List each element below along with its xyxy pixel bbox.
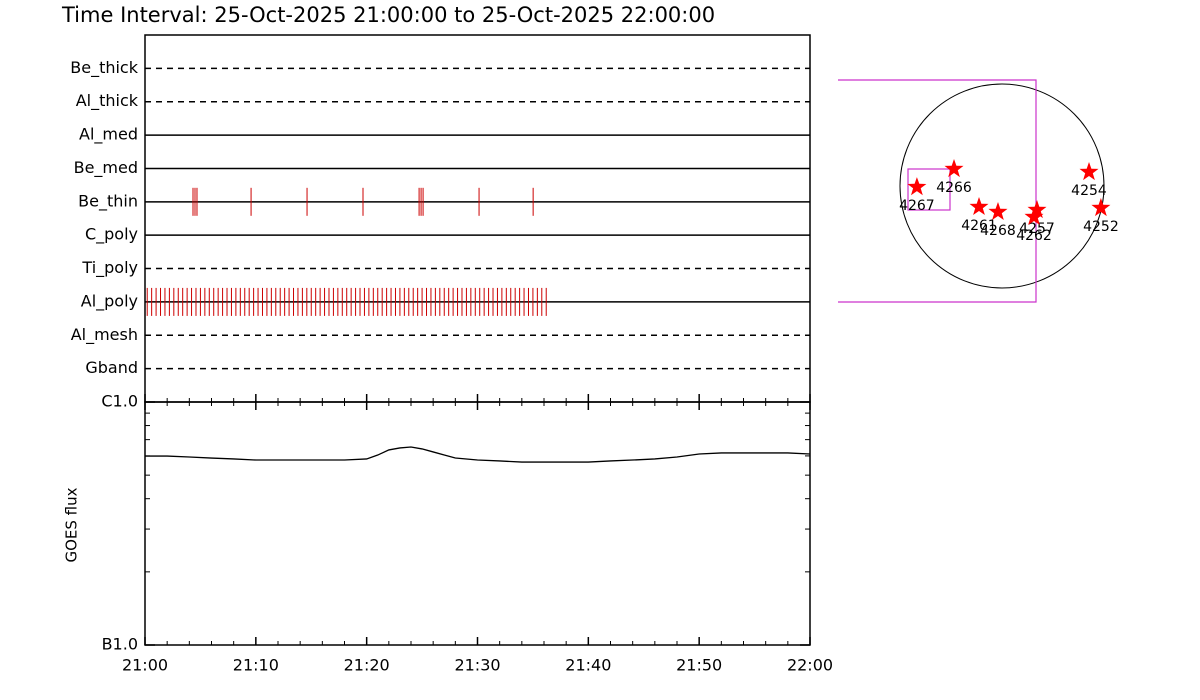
region-label: 4266 [936,180,972,196]
region-label: 4262 [1016,228,1052,244]
row-label: Gband [85,358,138,377]
row-label: Al_med [79,125,138,145]
region-star [944,159,964,178]
y-tick-label: B1.0 [102,635,138,654]
timeline-frame [144,34,811,403]
region-label: 4252 [1083,219,1119,235]
goes-frame [144,401,811,646]
x-tick-label: 21:10 [233,656,279,675]
region-star [1024,207,1044,225]
x-tick-label: 21:40 [565,656,611,675]
row-label: Be_med [74,158,138,178]
region-label: 4261 [961,218,997,234]
x-tick-label: 22:00 [787,656,833,675]
goes-curve [145,446,811,463]
region-label: 4268 [980,223,1016,239]
region-label: 4254 [1071,183,1107,199]
x-tick-label: 21:50 [676,656,722,675]
region-star [969,197,989,215]
region-star [1079,162,1099,181]
x-tick-label: 21:30 [454,656,500,675]
row-label: Al_mesh [71,325,138,345]
fov-small-box [907,168,951,211]
region-star [907,177,927,196]
region-star [1091,198,1111,217]
row-label: Be_thin [78,191,138,211]
region-star [988,202,1008,220]
y-tick-label: C1.0 [101,392,138,411]
row-label: C_poly [85,225,138,245]
x-tick-label: 21:00 [122,656,168,675]
region-label: 4257 [1019,221,1055,237]
region-label: 4267 [899,198,935,214]
fov-box [838,79,1037,303]
title: Time Interval: 25-Oct-2025 21:00:00 to 2… [61,3,715,27]
row-label: Al_poly [81,291,138,311]
row-label: Be_thick [70,58,138,78]
sun-map [838,79,1105,303]
solar-limb [899,83,1105,289]
region-star [1027,200,1047,219]
y-axis-label: GOES flux [63,487,81,562]
row-label: Al_thick [76,91,139,111]
row-label: Ti_poly [81,258,138,278]
x-tick-label: 21:20 [344,656,390,675]
